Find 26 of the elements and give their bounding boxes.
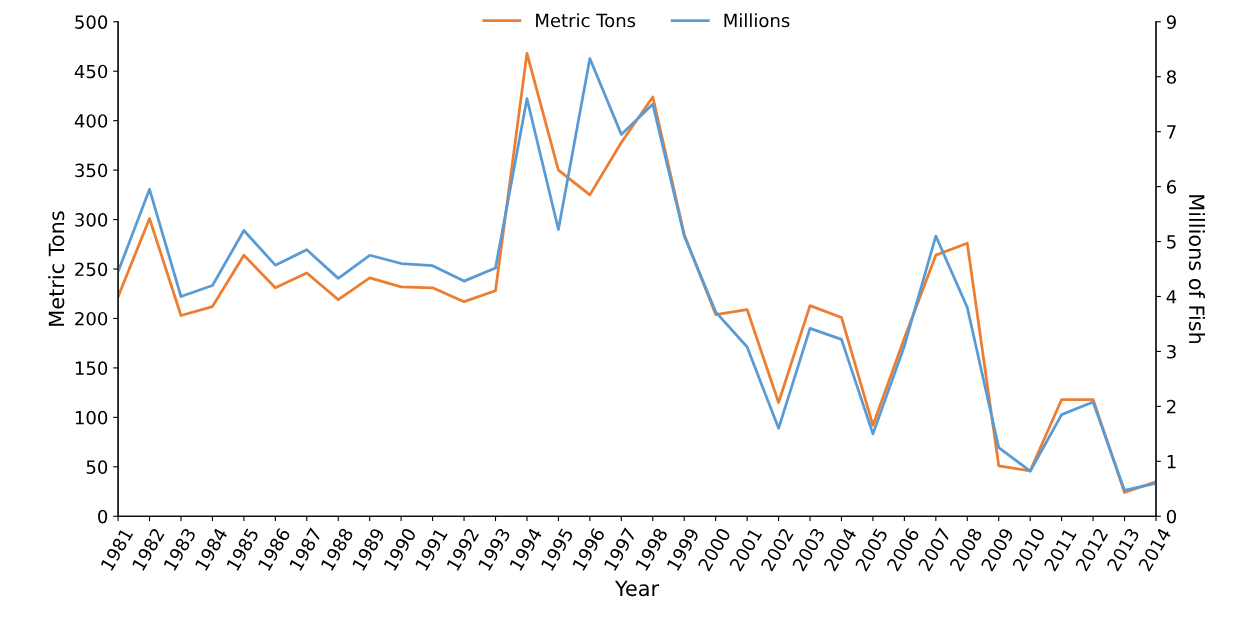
y2-tick-label: 6 — [1166, 180, 1177, 194]
y-tick-label: 400 — [74, 114, 108, 128]
y2-tick-label: 0 — [1166, 509, 1176, 524]
y-tick-label: 300 — [75, 213, 108, 227]
y2-tick-label: 3 — [1167, 344, 1176, 359]
y-tick-label: 200 — [75, 311, 108, 326]
y-tick-label: 250 — [75, 262, 108, 277]
y2-tick-label: 9 — [1166, 15, 1176, 29]
y2-tick-label: 2 — [1167, 399, 1176, 414]
y-axis-title: Metric Tons — [48, 211, 65, 326]
y2-tick-label: 8 — [1166, 70, 1176, 84]
y-tick-label: 100 — [75, 410, 108, 425]
y-tick-label: 150 — [75, 361, 108, 376]
y-tick-label: 450 — [74, 64, 108, 79]
y-tick-label: 0 — [98, 509, 108, 524]
y2-tick-label: 7 — [1167, 125, 1176, 139]
x-axis-title: Year — [614, 580, 660, 597]
legend-label: Millions — [724, 13, 790, 28]
y-tick-label: 350 — [75, 163, 108, 178]
y-tick-label: 50 — [86, 460, 108, 474]
legend-label: Metric Tons — [536, 13, 636, 28]
y2-tick-label: 1 — [1167, 455, 1176, 469]
y2-tick-label: 5 — [1167, 235, 1176, 249]
y2-axis-title: Millions of Fish — [1188, 195, 1205, 344]
y-tick-label: 500 — [75, 15, 108, 29]
y2-tick-label: 4 — [1166, 290, 1177, 304]
